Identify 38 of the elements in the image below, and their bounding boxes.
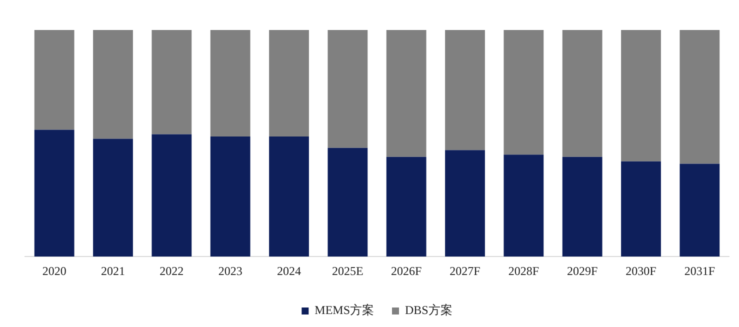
bar: [386, 30, 426, 157]
bar: [269, 136, 309, 257]
bar: [621, 161, 661, 257]
bar: [328, 30, 368, 148]
bar: [562, 30, 602, 157]
x-tick-label: 2030F: [626, 264, 657, 278]
bar: [210, 136, 250, 257]
bar: [34, 30, 74, 130]
bar: [680, 30, 720, 164]
x-tick-label: 2020: [42, 264, 66, 278]
x-tick-label: 2025E: [332, 264, 364, 278]
x-tick-label: 2024: [277, 264, 301, 278]
bar: [269, 30, 309, 136]
bar: [386, 156, 426, 257]
x-tick-label: 2026F: [390, 264, 422, 278]
bar: [504, 30, 544, 155]
bar: [504, 154, 544, 257]
x-tick-label: 2021: [101, 264, 125, 278]
bar: [210, 30, 250, 136]
legend-label: DBS方案: [405, 303, 452, 318]
x-tick-label: 2023: [218, 264, 242, 278]
bar: [152, 30, 192, 134]
legend-label: MEMS方案: [314, 303, 374, 318]
bar: [621, 30, 661, 162]
bar: [34, 130, 74, 257]
x-tick-label: 2022: [160, 264, 184, 278]
bar: [328, 148, 368, 257]
x-tick-label: 2028F: [508, 264, 540, 278]
bar: [93, 138, 133, 257]
bar: [152, 134, 192, 257]
bar: [93, 30, 133, 139]
x-tick-label: 2031F: [684, 264, 716, 278]
x-tick-label: 2027F: [450, 264, 481, 278]
bar: [680, 164, 720, 257]
bar: [445, 150, 485, 257]
bar: [562, 156, 602, 257]
x-tick-label: 2029F: [566, 264, 598, 278]
bar: [445, 30, 485, 150]
